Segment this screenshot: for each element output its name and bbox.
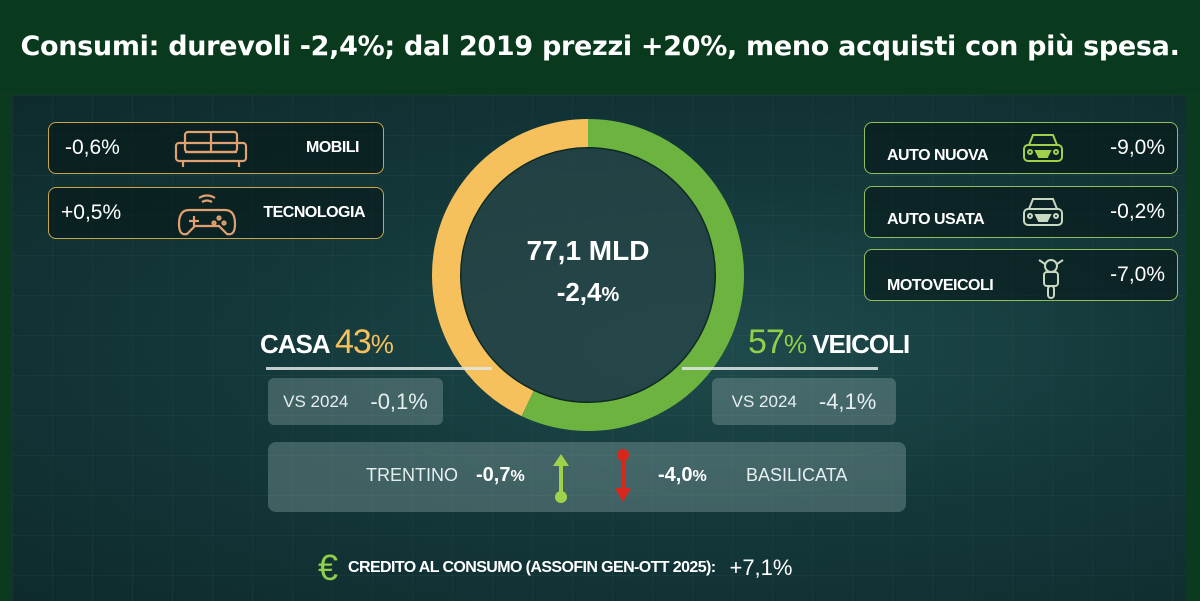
category-mobili: -0,6% MOBILI	[48, 122, 384, 174]
category-tecnologia: +0,5% TECNOLOGIA	[48, 187, 384, 239]
credit-line: € CREDITO AL CONSUMO (ASSOFIN GEN-OTT 20…	[318, 547, 792, 589]
arrow-up-icon	[553, 454, 569, 503]
total-value: 77,1 MLD	[526, 235, 650, 266]
best-region-value: -0,7	[476, 464, 511, 486]
category-value: -7,0%	[1110, 263, 1165, 286]
category-label: TECNOLOGIA	[263, 204, 365, 221]
worst-region-value: -4,0	[658, 464, 693, 486]
divider	[682, 367, 878, 370]
casa-share-unit: %	[370, 329, 394, 359]
veicoli-label: VEICOLI	[812, 329, 910, 359]
veicoli-vs-2024: VS 2024 -4,1%	[712, 378, 896, 425]
arrow-down-icon	[615, 449, 631, 502]
donut-slice-veicoli	[521, 119, 744, 431]
sofa-icon	[174, 130, 248, 167]
total-change: -2,4	[556, 277, 602, 307]
vs-label: VS 2024	[731, 391, 797, 411]
vs-value: -4,1%	[818, 388, 877, 414]
veicoli-share-unit: %	[783, 329, 807, 359]
casa-vs-2024: VS 2024 -0,1%	[268, 378, 443, 425]
unit: %	[692, 468, 707, 485]
category-auto-nuova: AUTO NUOVA -9,0%	[864, 122, 1178, 174]
vs-value: -0,1%	[370, 388, 428, 414]
worst-region-label: BASILICATA	[746, 465, 848, 485]
credit-value: +7,1%	[729, 555, 793, 580]
category-value: -9,0%	[1110, 136, 1165, 159]
gamepad-icon	[177, 194, 237, 236]
credit-label: CREDITO AL CONSUMO (ASSOFIN GEN-OTT 2025…	[348, 559, 716, 576]
unit: %	[510, 468, 525, 485]
category-value: -0,2%	[1110, 200, 1165, 223]
euro-icon: €	[318, 547, 339, 588]
total-change-unit: %	[601, 284, 620, 306]
motorcycle-icon	[1038, 259, 1064, 299]
car-icon	[1023, 198, 1063, 226]
car-icon	[1023, 134, 1063, 162]
divider	[266, 367, 492, 370]
casa-share-value: 43	[334, 323, 372, 361]
best-region-label: TRENTINO	[366, 465, 458, 485]
category-value: -0,6%	[65, 136, 120, 159]
category-label: AUTO USATA	[887, 211, 985, 228]
donut-chart	[432, 119, 744, 431]
category-value: +0,5%	[61, 201, 122, 224]
page-title: Consumi: durevoli -2,4%; dal 2019 prezzi…	[20, 30, 1180, 62]
category-label: MOTOVEICOLI	[887, 277, 994, 294]
veicoli-share-value: 57	[748, 323, 785, 361]
header: Consumi: durevoli -2,4%; dal 2019 prezzi…	[0, 0, 1200, 92]
category-motoveicoli: MOTOVEICOLI -7,0%	[864, 249, 1178, 301]
category-label: MOBILI	[306, 139, 360, 156]
vs-label: VS 2024	[283, 391, 349, 411]
category-label: AUTO NUOVA	[887, 147, 989, 164]
regions-box: TRENTINO -0,7% -4,0% BASILICATA	[268, 442, 906, 512]
casa-share: CASA 43%	[260, 323, 394, 362]
veicoli-share: 57% VEICOLI	[748, 323, 910, 362]
donut-label: 77,1 MLD -2,4%	[488, 235, 688, 308]
infographic-panel: -0,6% MOBILI +0,5% TECNOLOGIA AUTO NUOVA…	[12, 95, 1186, 601]
category-auto-usata: AUTO USATA -0,2%	[864, 186, 1178, 238]
casa-label: CASA	[260, 329, 330, 359]
